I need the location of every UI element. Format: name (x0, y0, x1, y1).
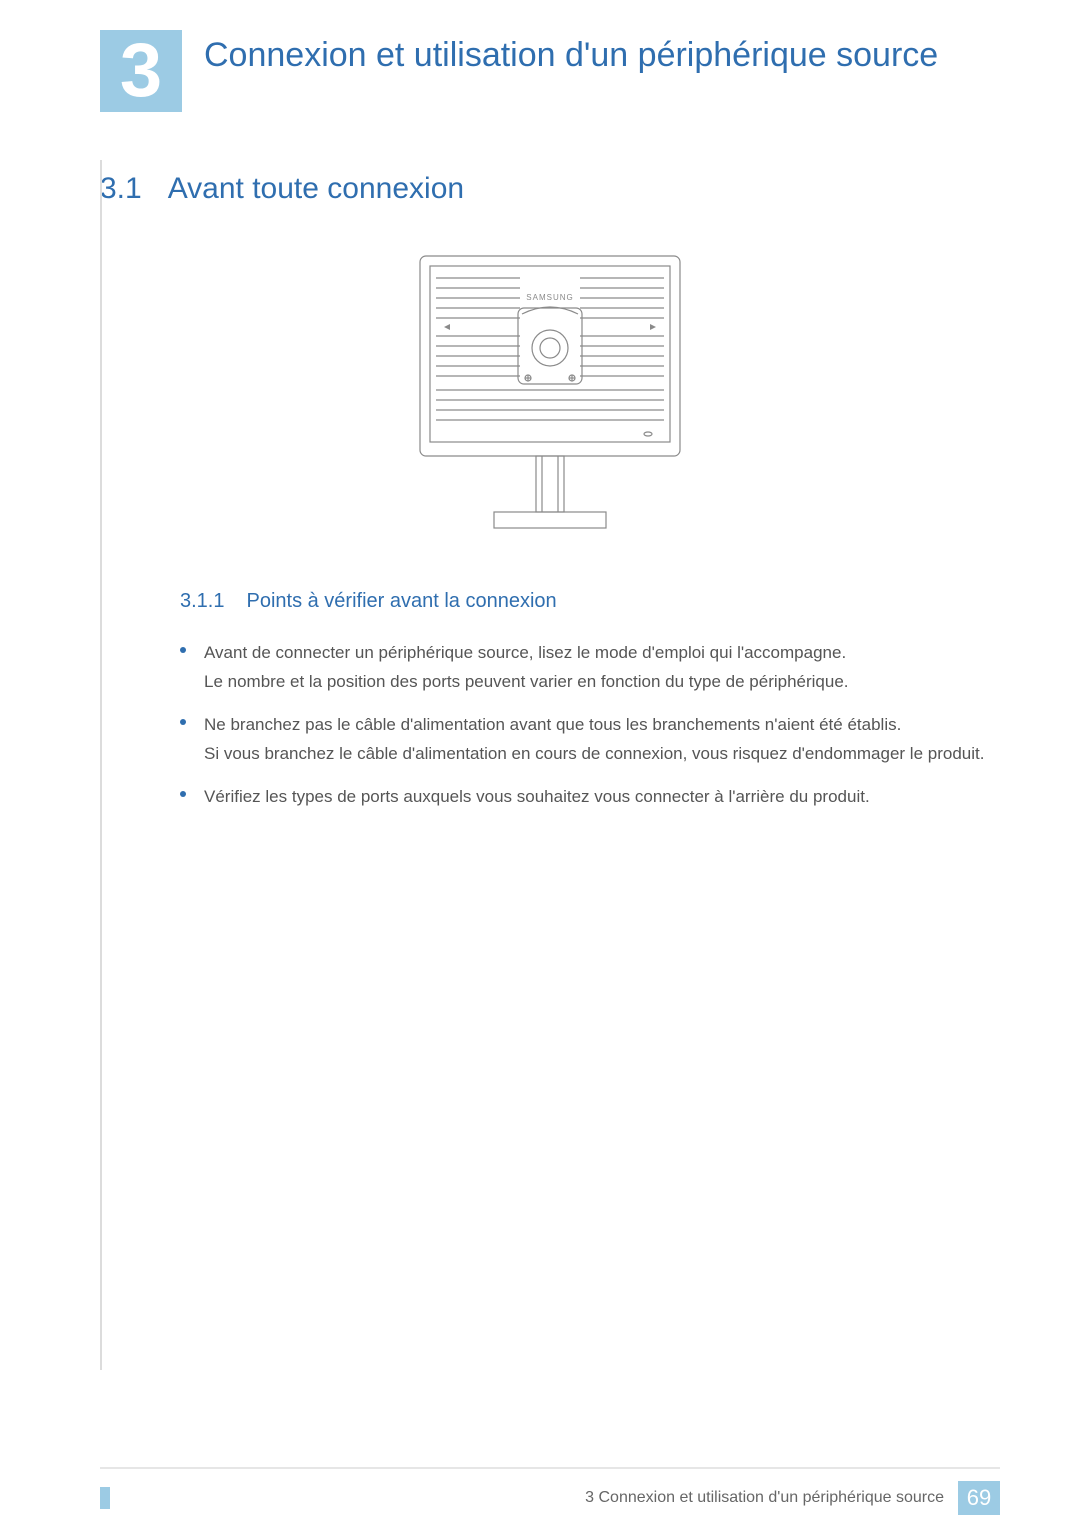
page-number-badge: 69 (958, 1481, 1000, 1515)
chapter-number-badge: 3 (100, 30, 182, 112)
chapter-header: 3 Connexion et utilisation d'un périphér… (100, 30, 1000, 112)
bullet-icon (180, 647, 186, 653)
section: 3.1 Avant toute connexion (100, 172, 1000, 811)
bullet-text: Ne branchez pas le câble d'alimentation … (204, 711, 984, 769)
bullet-text: Avant de connecter un périphérique sourc… (204, 639, 849, 697)
list-item: Avant de connecter un périphérique sourc… (180, 639, 1000, 697)
bullet-list: Avant de connecter un périphérique sourc… (180, 639, 1000, 811)
bullet-icon (180, 719, 186, 725)
page-number: 69 (967, 1485, 991, 1511)
monitor-brand-label: SAMSUNG (526, 293, 573, 302)
bullet-icon (180, 791, 186, 797)
section-heading: 3.1 Avant toute connexion (100, 172, 1000, 206)
document-page: 3 Connexion et utilisation d'un périphér… (0, 0, 1080, 1527)
section-title: Avant toute connexion (168, 172, 464, 206)
list-item: Vérifiez les types de ports auxquels vou… (180, 783, 1000, 812)
monitor-back-svg: SAMSUNG (400, 244, 700, 544)
footer-text: 3 Connexion et utilisation d'un périphér… (585, 1489, 944, 1507)
footer-right-group: 3 Connexion et utilisation d'un périphér… (585, 1481, 1000, 1515)
page-footer: 3 Connexion et utilisation d'un périphér… (0, 1467, 1080, 1527)
subsection-title: Points à vérifier avant la connexion (246, 590, 556, 613)
footer-rule (100, 1467, 1000, 1469)
section-number: 3.1 (100, 172, 142, 206)
list-item: Ne branchez pas le câble d'alimentation … (180, 711, 1000, 769)
bullet-text: Vérifiez les types de ports auxquels vou… (204, 783, 870, 812)
subsection-heading: 3.1.1 Points à vérifier avant la connexi… (180, 590, 1000, 613)
chapter-number: 3 (120, 33, 162, 109)
chapter-title: Connexion et utilisation d'un périphériq… (204, 30, 938, 77)
footer-accent-mark (100, 1487, 110, 1509)
side-rule (100, 160, 102, 1370)
monitor-back-figure: SAMSUNG (100, 244, 1000, 544)
subsection-number: 3.1.1 (180, 590, 224, 613)
